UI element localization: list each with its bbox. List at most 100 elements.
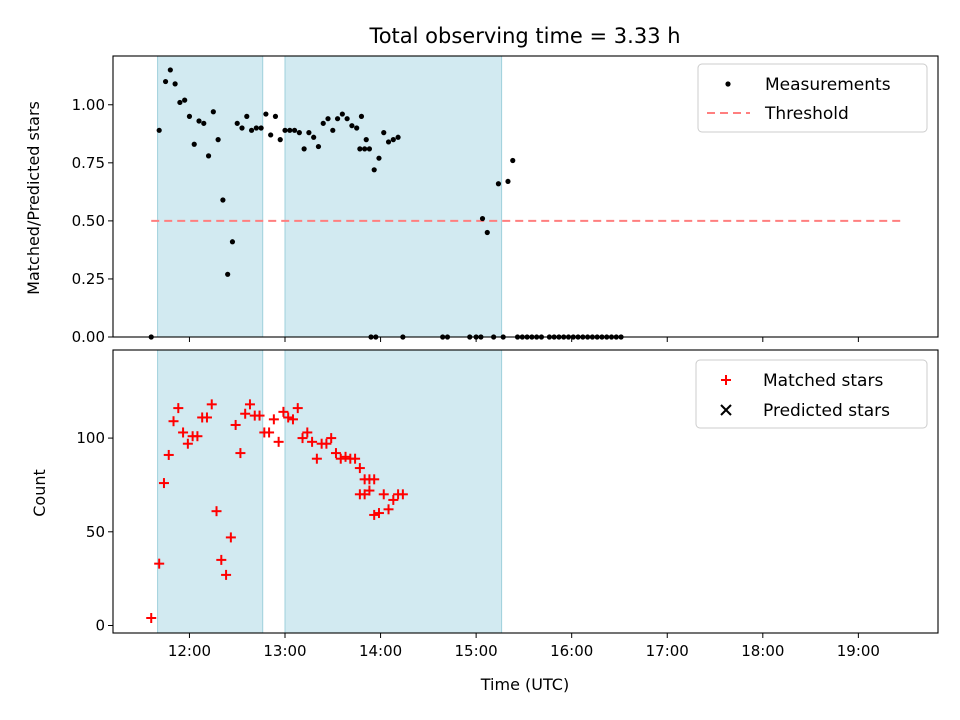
matched-star-point: [292, 403, 303, 414]
matched-star-point: [397, 489, 408, 500]
observing-window-0: [157, 349, 264, 634]
matched-star-point: [168, 416, 179, 427]
matched-star-point: [178, 427, 189, 438]
measurement-point: [363, 137, 369, 143]
y-tick-label: 0.25: [72, 270, 105, 288]
measurement-point: [339, 111, 345, 117]
measurement-point: [167, 67, 173, 73]
matched-star-point: [201, 412, 212, 423]
measurement-point: [172, 81, 178, 87]
legend-dot-marker: [725, 81, 731, 87]
measurement-point: [376, 155, 382, 161]
legend-plus-marker: [721, 375, 731, 385]
matched-star-point: [216, 554, 227, 565]
measurement-point: [248, 127, 255, 133]
x-tick-label: 14:00: [359, 642, 402, 660]
measurement-point: [258, 125, 264, 131]
measurement-point: [156, 127, 162, 133]
observing-window-shading: [157, 349, 503, 634]
matched-star-point: [273, 436, 284, 447]
top-y-axis-label: Matched/Predicted stars: [24, 101, 43, 295]
matched-star-point: [373, 508, 384, 519]
measurement-point: [362, 146, 368, 152]
measurement-point: [282, 127, 288, 133]
measurement-point: [177, 99, 183, 106]
measurement-point: [510, 157, 516, 164]
matched-star-point: [163, 449, 174, 460]
matched-star-point: [378, 489, 389, 500]
matched-star-point: [244, 399, 255, 410]
measurement-point: [385, 139, 392, 145]
matched-star-point: [264, 427, 275, 438]
measurement-point: [191, 141, 197, 147]
matched-star-point: [326, 433, 337, 444]
y-tick-label: 0.75: [72, 154, 105, 172]
bottom-y-ticks: 0 50 100: [76, 429, 113, 635]
measurement-point: [186, 113, 193, 119]
measurement-point: [215, 137, 221, 143]
y-tick-label: 0.00: [72, 328, 105, 346]
measurement-point: [366, 146, 373, 152]
ratio-panel: 0.00 0.25 0.50 0.75 1.00 Matched/Predicted s…: [24, 55, 939, 346]
legend-x-marker: [720, 404, 732, 416]
measurement-point: [234, 120, 240, 126]
measurement-point: [505, 178, 511, 185]
matched-star-point: [221, 569, 232, 580]
matched-star-point: [268, 414, 279, 425]
top-axes-frame: [112, 55, 939, 338]
y-tick-label: 50: [86, 523, 105, 541]
matched-star-point: [254, 410, 265, 421]
measurement-point: [301, 146, 307, 152]
matched-star-point: [350, 453, 361, 464]
matched-star-point: [146, 613, 157, 624]
matched-star-point: [340, 451, 351, 462]
matched-star-point: [182, 438, 193, 449]
matched-star-point: [335, 453, 346, 464]
y-tick-label: 0.50: [72, 212, 105, 230]
matched-star-point: [154, 558, 165, 569]
measurement-point: [325, 116, 331, 122]
measurement-point: [311, 134, 317, 140]
matched-star-point: [388, 494, 399, 505]
matched-star-point: [283, 412, 294, 423]
measurement-point: [210, 109, 216, 115]
x-tick-label: 16:00: [550, 642, 593, 660]
measurement-point: [272, 113, 279, 119]
matched-star-point: [240, 408, 251, 419]
measurement-point: [220, 197, 226, 203]
matched-star-point: [211, 506, 222, 517]
count-points: [146, 399, 408, 624]
measurement-point: [205, 153, 212, 159]
matched-star-point: [311, 453, 322, 464]
matched-star-point: [364, 485, 375, 496]
measurement-point: [306, 130, 312, 136]
measurement-point: [225, 271, 231, 277]
matched-star-point: [173, 403, 184, 414]
measurement-point: [162, 78, 169, 85]
x-tick-label: 17:00: [646, 642, 689, 660]
bottom-y-axis-label: Count: [30, 469, 49, 517]
matched-star-point: [302, 427, 313, 438]
bottom-axes-frame: [112, 349, 939, 634]
measurement-point: [354, 125, 360, 131]
measurement-point: [357, 146, 363, 152]
measurement-point: [334, 116, 341, 122]
chart-title: Total observing time = 3.33 h: [368, 24, 680, 48]
measurement-point: [330, 127, 336, 133]
matched-star-point: [369, 509, 380, 520]
measurement-point: [344, 116, 350, 122]
observing-window-1: [284, 349, 503, 634]
measurement-point: [320, 120, 326, 126]
y-tick-label: 0: [95, 617, 105, 635]
top-legend: Measurements Threshold: [697, 63, 928, 133]
matched-star-point: [158, 478, 169, 489]
matched-star-point: [206, 399, 217, 410]
measurement-point: [381, 130, 387, 136]
measurement-point: [395, 134, 401, 140]
x-tick-label: 19:00: [837, 642, 880, 660]
measurement-points: [148, 67, 624, 340]
measurement-point: [201, 120, 207, 126]
count-panel: 12:00 13:00 14:00 15:00 16:00 17:00 18:00 19:00…: [30, 349, 939, 694]
legend-label: Matched stars: [763, 371, 883, 391]
measurement-point: [229, 239, 236, 245]
